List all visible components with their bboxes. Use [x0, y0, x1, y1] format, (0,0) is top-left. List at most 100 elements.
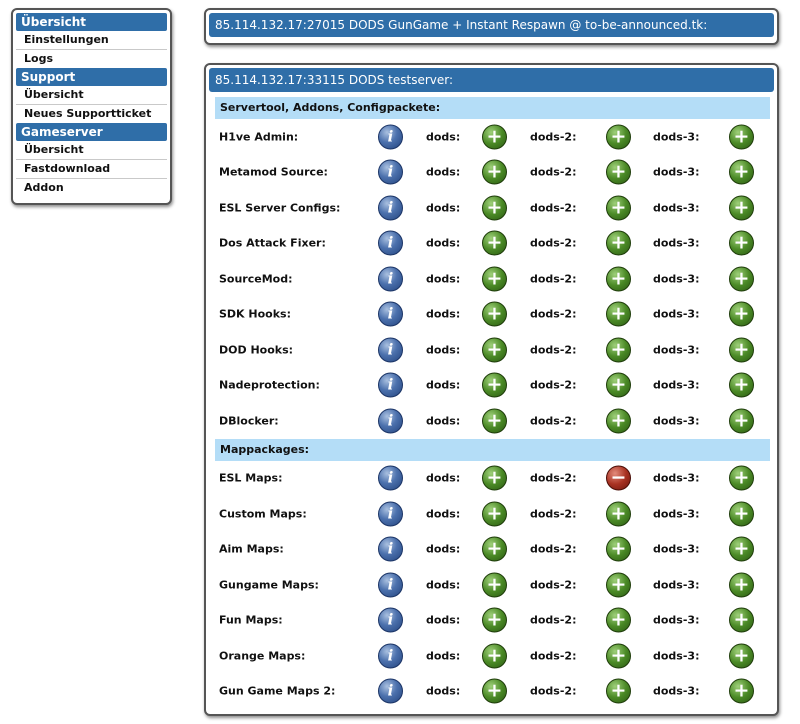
plus-icon[interactable]: + — [482, 230, 507, 256]
sidebar-item[interactable]: Übersicht — [16, 86, 167, 105]
plus-icon[interactable]: + — [482, 678, 507, 704]
plus-icon[interactable]: + — [606, 159, 631, 185]
server-panel-testserver: 85.114.132.17:33115 DODS testserver: Ser… — [204, 63, 779, 716]
sidebar-group-title[interactable]: Übersicht — [16, 13, 167, 31]
sidebar-group-title[interactable]: Support — [16, 68, 167, 86]
addon-row: Orange Maps: i dods: + dods-2: + dods-3: + — [215, 638, 770, 674]
server-column-label: dods: — [426, 507, 461, 521]
sidebar-item[interactable]: Einstellungen — [16, 31, 167, 50]
plus-icon[interactable]: + — [482, 159, 507, 185]
sidebar-group-title[interactable]: Gameserver — [16, 123, 167, 141]
plus-icon[interactable]: + — [482, 607, 507, 633]
plus-icon[interactable]: + — [606, 372, 631, 398]
info-icon[interactable]: i — [378, 572, 403, 598]
server-title: 85.114.132.17:27015 DODS GunGame + Insta… — [209, 13, 774, 37]
plus-icon[interactable]: + — [606, 501, 631, 527]
info-icon[interactable]: i — [378, 643, 403, 669]
plus-icon[interactable]: + — [606, 124, 631, 150]
plus-icon[interactable]: + — [606, 607, 631, 633]
addon-name: SourceMod: — [219, 272, 293, 286]
plus-icon[interactable]: + — [482, 501, 507, 527]
plus-icon[interactable]: + — [729, 536, 754, 562]
server-column-label: dods-3: — [653, 201, 700, 215]
server-column-label: dods-3: — [653, 165, 700, 179]
plus-icon[interactable]: + — [606, 230, 631, 256]
plus-icon[interactable]: + — [482, 337, 507, 363]
addon-name: SDK Hooks: — [219, 307, 291, 321]
sidebar-item[interactable]: Neues Supportticket — [24, 107, 152, 120]
plus-icon[interactable]: + — [729, 230, 754, 256]
plus-icon[interactable]: + — [606, 572, 631, 598]
plus-icon[interactable]: + — [606, 337, 631, 363]
server-column-label: dods: — [426, 236, 461, 250]
plus-icon[interactable]: + — [729, 408, 754, 434]
server-column-label: dods-3: — [653, 578, 700, 592]
sidebar-group: Support Übersicht Neues Supportticket — [16, 68, 167, 123]
info-icon[interactable]: i — [378, 266, 403, 292]
plus-icon[interactable]: + — [482, 372, 507, 398]
info-icon[interactable]: i — [378, 607, 403, 633]
plus-icon[interactable]: + — [482, 408, 507, 434]
info-icon[interactable]: i — [378, 501, 403, 527]
plus-icon[interactable]: + — [482, 643, 507, 669]
plus-icon[interactable]: + — [606, 678, 631, 704]
plus-icon[interactable]: + — [606, 301, 631, 327]
server-column-label: dods-2: — [530, 236, 577, 250]
plus-icon[interactable]: + — [482, 465, 507, 491]
plus-icon[interactable]: + — [729, 607, 754, 633]
info-icon[interactable]: i — [378, 408, 403, 434]
plus-icon[interactable]: + — [482, 572, 507, 598]
info-icon[interactable]: i — [378, 195, 403, 221]
plus-icon[interactable]: + — [482, 124, 507, 150]
plus-icon[interactable]: + — [729, 465, 754, 491]
info-icon[interactable]: i — [378, 124, 403, 150]
plus-icon[interactable]: + — [729, 337, 754, 363]
sidebar-item[interactable]: Fastdownload — [16, 160, 167, 179]
server-column-label: dods-2: — [530, 613, 577, 627]
plus-icon[interactable]: + — [482, 536, 507, 562]
addon-name: DBlocker: — [219, 414, 279, 428]
addon-row: DOD Hooks: i dods: + dods-2: + dods-3: + — [215, 332, 770, 368]
server-column-label: dods-2: — [530, 507, 577, 521]
plus-icon[interactable]: + — [729, 678, 754, 704]
plus-icon[interactable]: + — [482, 195, 507, 221]
plus-icon[interactable]: + — [606, 266, 631, 292]
plus-icon[interactable]: + — [606, 408, 631, 434]
addon-name: Metamod Source: — [219, 165, 328, 179]
info-icon[interactable]: i — [378, 337, 403, 363]
plus-icon[interactable]: + — [606, 195, 631, 221]
server-column-label: dods: — [426, 307, 461, 321]
minus-icon[interactable]: − — [606, 465, 631, 491]
server-column-label: dods-3: — [653, 307, 700, 321]
plus-icon[interactable]: + — [606, 536, 631, 562]
server-column-label: dods-3: — [653, 272, 700, 286]
addon-row: ESL Maps: i dods: + dods-2: − dods-3: + — [215, 461, 770, 497]
plus-icon[interactable]: + — [729, 643, 754, 669]
sidebar-item[interactable]: Addon — [24, 181, 64, 194]
plus-icon[interactable]: + — [482, 301, 507, 327]
info-icon[interactable]: i — [378, 230, 403, 256]
info-icon[interactable]: i — [378, 536, 403, 562]
plus-icon[interactable]: + — [606, 643, 631, 669]
sidebar-item[interactable]: Logs — [24, 52, 53, 65]
plus-icon[interactable]: + — [729, 372, 754, 398]
info-icon[interactable]: i — [378, 159, 403, 185]
info-icon[interactable]: i — [378, 301, 403, 327]
plus-icon[interactable]: + — [729, 124, 754, 150]
plus-icon[interactable]: + — [729, 501, 754, 527]
sidebar-item[interactable]: Übersicht — [16, 141, 167, 160]
sidebar-group: Gameserver Übersicht Fastdownload Addon — [16, 123, 167, 197]
server-column-label: dods: — [426, 414, 461, 428]
server-title: 85.114.132.17:33115 DODS testserver: — [209, 68, 774, 92]
server-column-label: dods-2: — [530, 165, 577, 179]
plus-icon[interactable]: + — [729, 195, 754, 221]
info-icon[interactable]: i — [378, 465, 403, 491]
server-column-label: dods-3: — [653, 130, 700, 144]
plus-icon[interactable]: + — [729, 266, 754, 292]
info-icon[interactable]: i — [378, 372, 403, 398]
plus-icon[interactable]: + — [482, 266, 507, 292]
plus-icon[interactable]: + — [729, 159, 754, 185]
info-icon[interactable]: i — [378, 678, 403, 704]
plus-icon[interactable]: + — [729, 301, 754, 327]
plus-icon[interactable]: + — [729, 572, 754, 598]
